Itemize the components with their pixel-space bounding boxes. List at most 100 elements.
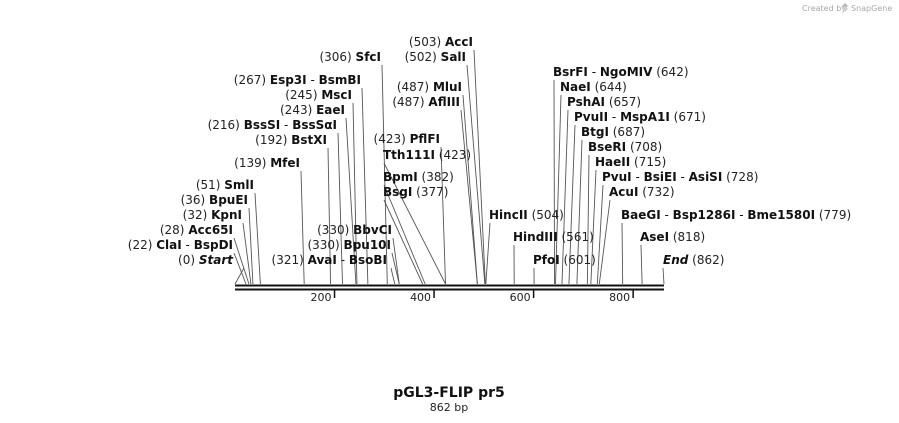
- tick-mark: [333, 290, 336, 298]
- site-position: (267): [234, 73, 270, 87]
- backbone-top-strand: [235, 284, 664, 287]
- credit-text: Created by: [802, 4, 846, 13]
- snapgene-logo-icon: [842, 3, 848, 12]
- enzyme-name: BbvCI: [353, 223, 392, 237]
- site-label-asei[interactable]: AseI (818): [640, 230, 705, 244]
- enzyme-name: MspA1I: [620, 110, 670, 124]
- enzyme-name: NgoMIV: [600, 65, 653, 79]
- site-label-hincii[interactable]: HincII (504): [489, 208, 564, 222]
- site-position: (503): [409, 35, 445, 49]
- site-label-bsgi[interactable]: BsgI (377): [383, 185, 448, 199]
- site-label-eaei[interactable]: (243) EaeI: [280, 103, 345, 117]
- leader-line: [598, 199, 611, 285]
- leader-line: [345, 117, 357, 285]
- site-label-baegi-bsp1286i-bme1580i[interactable]: BaeGI - Bsp1286I - Bme1580I (779): [621, 208, 851, 222]
- site-label-sali[interactable]: (502) SalI: [405, 50, 466, 64]
- enzyme-name: SmlI: [224, 178, 254, 192]
- feature-labels: (0) Start(22) ClaI - BspDI(28) Acc65I(32…: [128, 35, 851, 267]
- leader-line: [337, 132, 343, 285]
- enzyme-name: PvuII: [574, 110, 608, 124]
- isoschizomer-separator: -: [588, 65, 600, 79]
- enzyme-name: HindIII: [513, 230, 558, 244]
- site-label-bpu10i[interactable]: (330) Bpu10I: [307, 238, 391, 252]
- site-position: (36): [181, 193, 209, 207]
- site-position: (0): [178, 253, 199, 267]
- isoschizomer-separator: -: [735, 208, 747, 222]
- leader-line: [553, 79, 555, 285]
- enzyme-name: BssSαI: [292, 118, 337, 132]
- tick-label: 800: [609, 291, 630, 304]
- leader-line: [586, 154, 590, 285]
- enzyme-name: Bme1580I: [747, 208, 815, 222]
- enzyme-name: AvaI: [308, 253, 337, 267]
- isoschizomer-separator: -: [661, 208, 673, 222]
- isoschizomer-separator: -: [307, 73, 319, 87]
- isoschizomer-separator: -: [632, 170, 644, 184]
- dna-backbone: [235, 284, 664, 291]
- site-label-pfoi[interactable]: PfoI (601): [533, 253, 596, 267]
- site-label-tth111i[interactable]: Tth111I (423): [383, 148, 471, 162]
- leader-line: [381, 64, 388, 285]
- site-label-afliii[interactable]: (487) AflIII: [392, 95, 460, 109]
- site-label-bsssi-bsss-i[interactable]: (216) BssSI - BssSαI: [208, 118, 337, 132]
- site-label-bpuei[interactable]: (36) BpuEI: [181, 193, 248, 207]
- site-label-bstxi[interactable]: (192) BstXI: [255, 133, 327, 147]
- site-position: (601): [560, 253, 596, 267]
- credit-brand: SnapGene: [851, 4, 892, 13]
- leader-line: [621, 222, 624, 285]
- plasmid-name: pGL3-FLIP pr5: [393, 385, 504, 401]
- tick-mark: [532, 290, 535, 298]
- enzyme-name: MfeI: [270, 156, 300, 170]
- site-label-mfei[interactable]: (139) MfeI: [234, 156, 300, 170]
- site-label-naei[interactable]: NaeI (644): [560, 80, 627, 94]
- site-label-smli[interactable]: (51) SmlI: [196, 178, 254, 192]
- leader-line: [466, 64, 486, 285]
- site-label-clai-bspdi[interactable]: (22) ClaI - BspDI: [128, 238, 233, 252]
- site-label-bseri[interactable]: BseRI (708): [588, 140, 662, 154]
- enzyme-name: Esp3I: [270, 73, 307, 87]
- enzyme-name: Bsp1286I: [673, 208, 736, 222]
- site-label-haeii[interactable]: HaeII (715): [595, 155, 666, 169]
- site-label-bbvci[interactable]: (330) BbvCI: [317, 223, 392, 237]
- site-label-hindiii[interactable]: HindIII (561): [513, 230, 594, 244]
- site-label-sfci[interactable]: (306) SfcI: [319, 50, 381, 64]
- site-position: (330): [307, 238, 343, 252]
- site-label-btgi[interactable]: BtgI (687): [581, 125, 645, 139]
- site-label-bsrfi-ngomiv[interactable]: BsrFI - NgoMIV (642): [553, 65, 689, 79]
- site-position: (502): [405, 50, 441, 64]
- site-label-end[interactable]: End (862): [663, 253, 724, 267]
- site-label-pshai[interactable]: PshAI (657): [567, 95, 641, 109]
- site-label-acui[interactable]: AcuI (732): [609, 185, 675, 199]
- site-label-pvui-bsiei-asisi[interactable]: PvuI - BsiEI - AsiSI (728): [602, 170, 758, 184]
- enzyme-name: PfoI: [533, 253, 560, 267]
- tick-label: 200: [311, 291, 332, 304]
- enzyme-name: AccI: [445, 35, 473, 49]
- enzyme-name: BsmBI: [319, 73, 361, 87]
- enzyme-name: BspDI: [194, 238, 233, 252]
- leader-line: [383, 199, 424, 285]
- site-label-esp3i-bsmbi[interactable]: (267) Esp3I - BsmBI: [234, 73, 361, 87]
- enzyme-name: BseRI: [588, 140, 626, 154]
- leader-line: [440, 146, 446, 285]
- enzyme-name: PflFI: [410, 132, 440, 146]
- site-label-msci[interactable]: (245) MscI: [285, 88, 352, 102]
- site-label-acc65i[interactable]: (28) Acc65I: [160, 223, 233, 237]
- site-position: (642): [652, 65, 688, 79]
- enzyme-name: HaeII: [595, 155, 630, 169]
- site-position: (423): [435, 148, 471, 162]
- site-label-bpmi[interactable]: BpmI (382): [383, 170, 454, 184]
- site-label-pflfi[interactable]: (423) PflFI: [374, 132, 440, 146]
- site-label-acci[interactable]: (503) AccI: [409, 35, 473, 49]
- enzyme-name: AcuI: [609, 185, 638, 199]
- site-label-kpni[interactable]: (32) KpnI: [183, 208, 242, 222]
- site-label-avai-bsobi[interactable]: (321) AvaI - BsoBI: [272, 253, 387, 267]
- site-label-pvuii-mspa1i[interactable]: PvuII - MspA1I (671): [574, 110, 706, 124]
- tick-mark: [632, 290, 634, 298]
- enzyme-name: NaeI: [560, 80, 591, 94]
- leader-line: [233, 237, 250, 285]
- site-label-start[interactable]: (0) Start: [178, 253, 234, 267]
- site-position: (818): [669, 230, 705, 244]
- isoschizomer-separator: -: [182, 238, 194, 252]
- site-position: (561): [558, 230, 594, 244]
- site-label-mlui[interactable]: (487) MluI: [397, 80, 462, 94]
